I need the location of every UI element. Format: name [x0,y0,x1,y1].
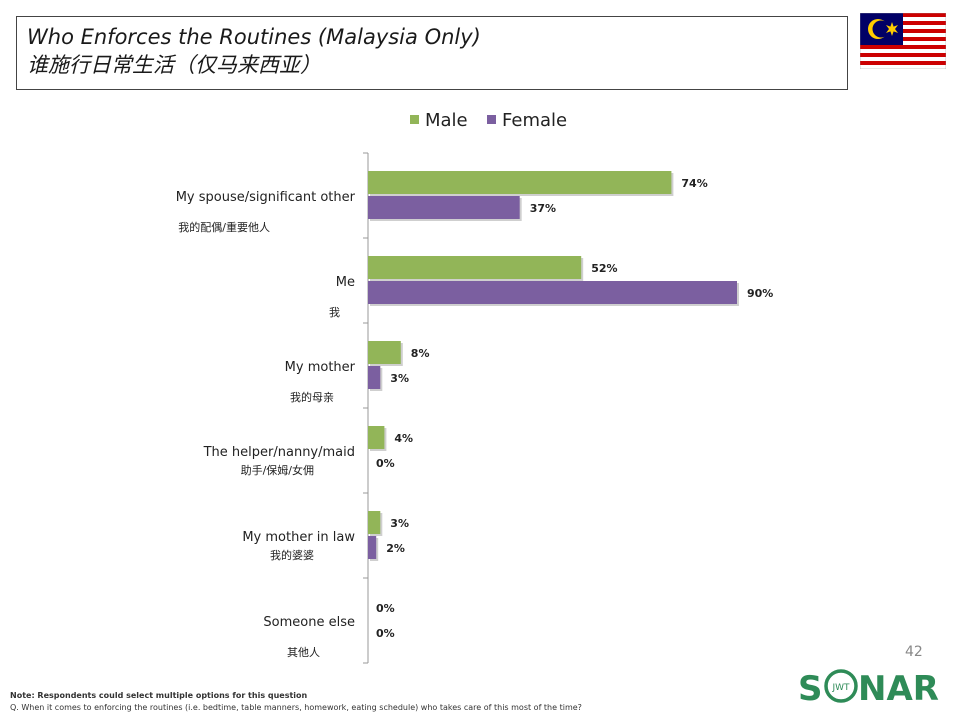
category-label: My mother [285,360,356,375]
bar-female [368,196,520,219]
bar-female [368,366,381,389]
sonar-logo: S JWT NAR [798,669,939,708]
data-label-female: 2% [386,542,405,555]
legend-label-female: Female [502,110,567,131]
bar-male [368,426,385,449]
bar-female [368,536,377,559]
malaysia-flag-icon [860,13,946,69]
chart-legend: Male Female [410,110,567,131]
chart-axis [363,152,369,664]
logo-text-left: S [798,669,823,708]
logo-text-right: NAR [858,669,939,708]
category-label: My spouse/significant other [176,190,356,205]
category-label: My mother in law [242,530,355,545]
data-label-male: 3% [390,517,409,530]
data-label-female: 90% [747,287,773,300]
bar-male [368,171,672,194]
category-label: Someone else [263,615,355,630]
data-label-female: 0% [376,457,395,470]
data-label-male: 8% [411,347,430,360]
note-label: Note: Respondents could select multiple … [10,691,308,700]
data-label-male: 52% [591,262,617,275]
footnote: Note: Respondents could select multiple … [10,690,582,714]
category-label-chinese: 我 [329,306,340,319]
bar-female [368,281,737,304]
legend-label-male: Male [425,110,468,131]
question-text: Q. When it comes to enforcing the routin… [10,703,582,712]
category-label-chinese: 我的母亲 [290,390,334,404]
page-title-chinese: 谁施行日常生活（仅马来西亚） [27,53,321,77]
data-label-female: 37% [530,202,556,215]
category-label: The helper/nanny/maid [203,445,355,460]
logo-inner-text: JWT [831,683,850,693]
bar-male [368,341,401,364]
category-label-chinese: 我的婆婆 [270,548,314,562]
page-title: Who Enforces the Routines (Malaysia Only… [27,25,481,49]
page-number: 42 [905,644,923,660]
title-box: Who Enforces the Routines (Malaysia Only… [16,16,848,90]
category-label: Me [336,275,355,290]
category-labels: My spouse/significant other 我的配偶/重要他人 Me 我 M… [176,190,356,659]
data-label-male: 74% [681,177,707,190]
data-label-female: 0% [376,627,395,640]
bar-male [368,256,582,279]
legend-swatch-female [487,115,496,124]
category-label-chinese: 其他人 [287,646,320,659]
bar-male [368,511,381,534]
category-label-chinese: 助手/保姆/女佣 [241,463,314,477]
legend-swatch-male [410,115,419,124]
data-label-male: 4% [394,432,413,445]
data-label-male: 0% [376,602,395,615]
category-label-chinese: 我的配偶/重要他人 [178,220,270,234]
bars: 74%37%52%90%8%3%4%0%3%2%0%0% [368,171,773,640]
data-label-female: 3% [390,372,409,385]
